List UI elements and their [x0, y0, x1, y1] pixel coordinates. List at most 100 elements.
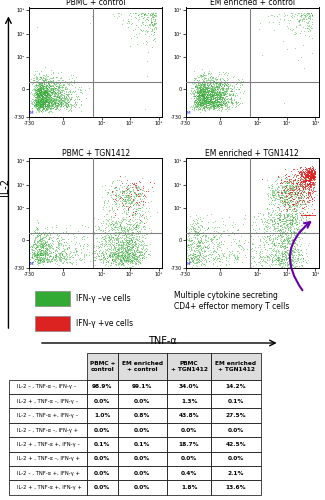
Point [218, 104, 223, 112]
Point [124, 222, 129, 230]
Point [34, 250, 40, 258]
Point [34, 96, 39, 104]
Point [45, 88, 50, 96]
Point [283, 264, 289, 272]
Point [113, 256, 118, 264]
Point [49, 88, 54, 96]
Point [204, 93, 209, 101]
Point [121, 208, 126, 216]
Point [208, 87, 214, 95]
Point [205, 94, 210, 102]
Point [36, 231, 42, 239]
Point [110, 178, 115, 186]
Point [135, 198, 140, 205]
Point [302, 174, 307, 182]
Point [69, 248, 74, 256]
Point [206, 100, 211, 108]
Point [130, 230, 135, 238]
Point [58, 102, 63, 110]
Point [200, 231, 205, 239]
Point [187, 236, 192, 244]
Point [192, 67, 197, 75]
Point [125, 228, 130, 236]
Point [64, 102, 69, 110]
Point [205, 90, 210, 98]
Point [41, 83, 46, 91]
Point [307, 168, 312, 176]
Point [271, 191, 276, 199]
Point [221, 88, 226, 96]
Point [306, 176, 311, 184]
Point [62, 101, 67, 109]
Point [67, 220, 72, 228]
Point [65, 99, 70, 107]
Point [279, 258, 284, 266]
Point [136, 183, 142, 191]
Point [139, 254, 145, 262]
Point [206, 86, 212, 94]
Point [38, 100, 44, 108]
Point [47, 101, 52, 109]
Point [63, 100, 68, 108]
Point [301, 166, 306, 173]
Point [131, 187, 136, 195]
Point [198, 248, 203, 256]
Point [298, 212, 304, 220]
Point [306, 177, 312, 185]
Point [232, 83, 237, 91]
Point [290, 186, 295, 194]
Point [145, 27, 150, 35]
Point [53, 252, 58, 260]
Point [50, 102, 55, 110]
Point [40, 105, 46, 113]
Point [135, 184, 140, 192]
Point [279, 237, 284, 245]
Point [272, 12, 277, 20]
Point [289, 9, 294, 17]
Point [42, 102, 47, 110]
Point [307, 179, 312, 187]
Point [146, 250, 151, 258]
Point [271, 193, 276, 201]
Point [32, 237, 37, 245]
Point [122, 255, 127, 263]
Point [210, 90, 215, 98]
Point [282, 174, 287, 182]
Point [286, 258, 291, 266]
Point [217, 106, 222, 114]
Point [207, 90, 212, 98]
Point [187, 256, 192, 264]
Point [138, 228, 143, 236]
Point [31, 74, 36, 82]
Point [307, 179, 312, 187]
Point [139, 232, 145, 239]
Point [214, 102, 219, 110]
Point [134, 220, 139, 228]
Point [306, 201, 311, 209]
Point [53, 246, 58, 254]
Point [188, 254, 193, 262]
Point [59, 90, 64, 98]
Point [196, 96, 201, 104]
Point [117, 200, 122, 207]
Text: IL-2: IL-2 [0, 178, 10, 196]
Point [187, 225, 192, 233]
Point [82, 240, 87, 248]
Point [119, 198, 124, 205]
Point [226, 80, 231, 88]
Point [36, 230, 41, 238]
Point [290, 249, 295, 257]
Point [133, 200, 138, 208]
Point [128, 220, 134, 228]
Point [47, 102, 53, 110]
Point [218, 100, 224, 108]
Point [52, 105, 57, 113]
Point [289, 26, 294, 34]
Point [192, 259, 197, 267]
Point [40, 84, 45, 92]
Point [138, 238, 143, 246]
Point [42, 254, 47, 262]
Point [126, 216, 131, 224]
Point [199, 90, 204, 98]
Point [93, 247, 98, 255]
